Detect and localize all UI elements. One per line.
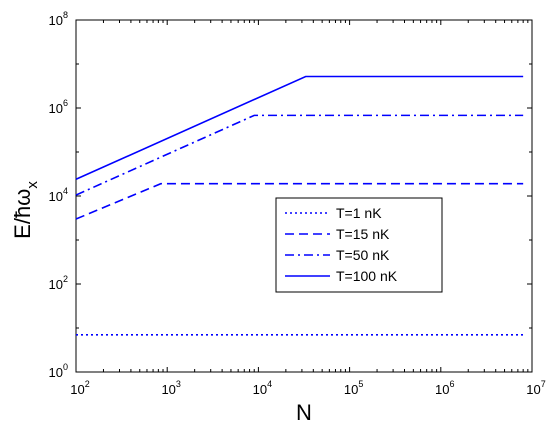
series-line-2: [75, 182, 524, 220]
y-tick-label: 100: [49, 362, 68, 380]
x-axis-label: N: [296, 400, 312, 425]
legend-label: T=50 nK: [336, 247, 390, 263]
x-tick-label: 106: [435, 379, 454, 397]
legend-label: T=1 nK: [336, 205, 382, 221]
x-tick-label: 102: [70, 379, 89, 397]
series-line-3: [75, 114, 524, 196]
y-axis-label: E/ħωx: [10, 181, 41, 239]
x-tick-label: 105: [344, 379, 363, 397]
x-tick-label: 107: [526, 379, 545, 397]
y-tick-label: 104: [49, 186, 68, 204]
y-tick-label: 102: [49, 274, 68, 292]
x-tick-label: 103: [161, 379, 180, 397]
legend-label: T=100 nK: [336, 268, 398, 284]
plot-area: [75, 19, 533, 373]
x-tick-label: 104: [253, 379, 272, 397]
y-tick-label: 106: [49, 98, 68, 116]
y-tick-label: 108: [49, 10, 68, 28]
series-line-4: [75, 75, 524, 181]
legend-label: T=15 nK: [336, 226, 390, 242]
